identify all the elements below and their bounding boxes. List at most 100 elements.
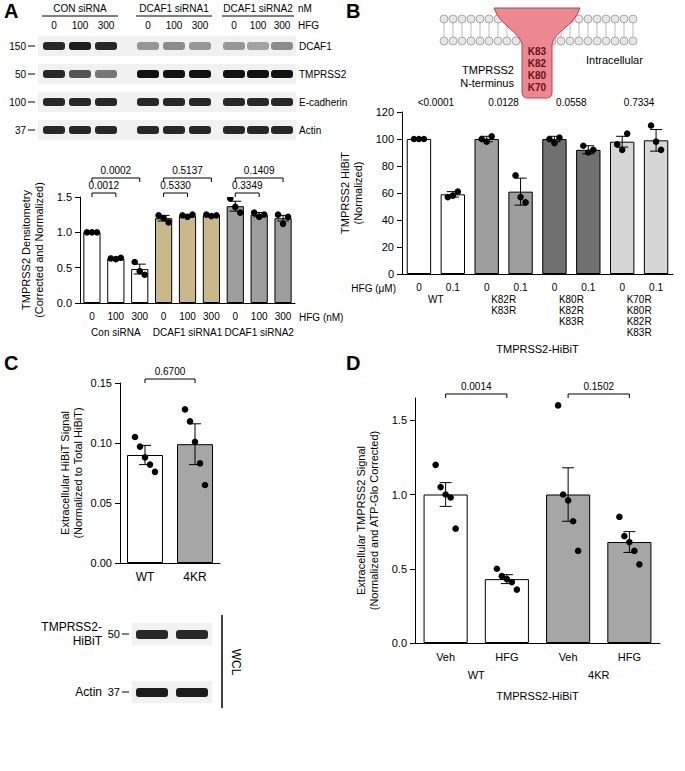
svg-text:300: 300 <box>131 311 148 322</box>
svg-text:60: 60 <box>382 187 394 199</box>
svg-text:K82R: K82R <box>559 305 584 316</box>
svg-text:100: 100 <box>9 97 26 108</box>
svg-text:1.0: 1.0 <box>392 489 407 501</box>
svg-text:K83R: K83R <box>627 327 652 338</box>
svg-text:0.0012: 0.0012 <box>89 180 120 191</box>
svg-text:0: 0 <box>145 20 151 31</box>
svg-text:K80R: K80R <box>627 305 652 316</box>
svg-text:120: 120 <box>376 106 394 118</box>
svg-text:300: 300 <box>203 311 220 322</box>
svg-text:Veh: Veh <box>559 651 578 663</box>
svg-text:300: 300 <box>98 20 115 31</box>
svg-text:K83: K83 <box>528 46 547 57</box>
svg-text:100: 100 <box>250 20 267 31</box>
svg-text:Extracellular TMPRSS2 Signal: Extracellular TMPRSS2 Signal <box>355 446 367 595</box>
svg-text:50: 50 <box>15 69 27 80</box>
svg-text:TMPRSS2-HiBiT: TMPRSS2-HiBiT <box>41 620 102 648</box>
svg-text:Extracellular HiBiT Signal: Extracellular HiBiT Signal <box>59 411 71 535</box>
svg-text:K70: K70 <box>528 82 547 93</box>
svg-text:E-cadherin: E-cadherin <box>299 97 347 108</box>
svg-text:WCL: WCL <box>229 649 243 676</box>
svg-text:TMPRSS2N-terminus: TMPRSS2N-terminus <box>460 64 514 89</box>
svg-text:WT: WT <box>136 570 155 584</box>
svg-text:300: 300 <box>274 20 291 31</box>
svg-text:HFG (nM): HFG (nM) <box>299 312 343 323</box>
svg-text:100: 100 <box>166 20 183 31</box>
svg-text:1.5: 1.5 <box>57 191 72 203</box>
svg-text:80: 80 <box>382 160 394 172</box>
svg-text:0: 0 <box>552 282 558 293</box>
svg-text:0.1502: 0.1502 <box>583 381 614 392</box>
svg-text:HFG: HFG <box>495 651 518 663</box>
svg-text:100: 100 <box>107 311 124 322</box>
svg-text:0: 0 <box>484 282 490 293</box>
svg-text:K83R: K83R <box>559 316 584 327</box>
svg-text:0: 0 <box>232 311 238 322</box>
svg-text:TMPRSS2-HiBiT: TMPRSS2-HiBiT <box>496 343 579 355</box>
svg-text:0.1: 0.1 <box>446 282 460 293</box>
svg-text:4KR: 4KR <box>183 570 207 584</box>
svg-text:0.05: 0.05 <box>91 497 112 509</box>
svg-text:0.5: 0.5 <box>392 563 407 575</box>
svg-text:DCAF1 siRNA2: DCAF1 siRNA2 <box>223 3 293 14</box>
svg-text:100: 100 <box>72 20 89 31</box>
svg-text:Intracellular: Intracellular <box>586 54 643 66</box>
svg-text:TMPRSS2: TMPRSS2 <box>299 69 347 80</box>
svg-text:0: 0 <box>416 282 422 293</box>
svg-text:0.0558: 0.0558 <box>556 97 587 108</box>
svg-text:nM: nM <box>298 3 312 14</box>
svg-text:HFG: HFG <box>298 20 319 31</box>
svg-text:0.1: 0.1 <box>649 282 663 293</box>
svg-text:K80: K80 <box>528 70 547 81</box>
svg-text:0: 0 <box>388 268 394 280</box>
svg-text:DCAF1 siRNA2: DCAF1 siRNA2 <box>224 327 294 338</box>
svg-text:1.0: 1.0 <box>57 226 72 238</box>
svg-text:K70R: K70R <box>627 294 652 305</box>
svg-text:Con siRNA: Con siRNA <box>91 327 141 338</box>
svg-text:0.0014: 0.0014 <box>461 381 492 392</box>
svg-text:<0.0001: <0.0001 <box>418 97 455 108</box>
svg-text:0.10: 0.10 <box>91 437 112 449</box>
svg-text:37: 37 <box>108 686 120 698</box>
svg-text:0: 0 <box>619 282 625 293</box>
svg-text:K82: K82 <box>528 58 547 69</box>
svg-text:0.3349: 0.3349 <box>232 180 263 191</box>
svg-text:0: 0 <box>161 311 167 322</box>
svg-text:0.1409: 0.1409 <box>244 165 275 176</box>
svg-text:DCAF1 siRNA1: DCAF1 siRNA1 <box>153 327 223 338</box>
svg-text:40: 40 <box>382 214 394 226</box>
svg-text:0: 0 <box>89 311 95 322</box>
svg-text:37: 37 <box>15 125 27 136</box>
svg-text:K82R: K82R <box>491 294 516 305</box>
svg-text:100: 100 <box>376 133 394 145</box>
svg-text:50: 50 <box>108 628 120 640</box>
svg-text:0.1: 0.1 <box>514 282 528 293</box>
svg-text:Actin: Actin <box>299 125 321 136</box>
svg-text:TMPRSS2-HiBiT: TMPRSS2-HiBiT <box>496 690 579 702</box>
svg-text:HFG: HFG <box>618 651 641 663</box>
svg-text:K82R: K82R <box>627 316 652 327</box>
svg-text:0.5330: 0.5330 <box>160 180 191 191</box>
svg-text:0: 0 <box>231 20 237 31</box>
svg-text:0.15: 0.15 <box>91 377 112 389</box>
svg-text:1.5: 1.5 <box>392 414 407 426</box>
svg-text:150: 150 <box>9 41 26 52</box>
svg-text:(Normalized and ATP-Glo Correc: (Normalized and ATP-Glo Corrected) <box>368 431 380 611</box>
svg-text:300: 300 <box>192 20 209 31</box>
svg-text:100: 100 <box>251 311 268 322</box>
svg-text:300: 300 <box>275 311 292 322</box>
svg-text:0.0128: 0.0128 <box>488 97 519 108</box>
svg-text:(Normalized to Total HiBiT): (Normalized to Total HiBiT) <box>72 407 84 538</box>
svg-text:CON siRNA: CON siRNA <box>53 3 107 14</box>
svg-text:0.6700: 0.6700 <box>155 366 186 377</box>
svg-text:4KR: 4KR <box>588 669 609 681</box>
svg-text:0.0: 0.0 <box>392 637 407 649</box>
svg-text:(Normalized): (Normalized) <box>352 162 364 225</box>
svg-text:DCAF1: DCAF1 <box>299 41 332 52</box>
svg-text:TMPRSS2 HiBiT: TMPRSS2 HiBiT <box>340 152 351 234</box>
svg-text:Actin: Actin <box>75 685 102 699</box>
svg-text:0.5137: 0.5137 <box>172 165 203 176</box>
svg-text:(Corrected and Normalized): (Corrected and Normalized) <box>33 182 45 318</box>
svg-text:0.0: 0.0 <box>57 297 72 309</box>
svg-text:100: 100 <box>179 311 196 322</box>
